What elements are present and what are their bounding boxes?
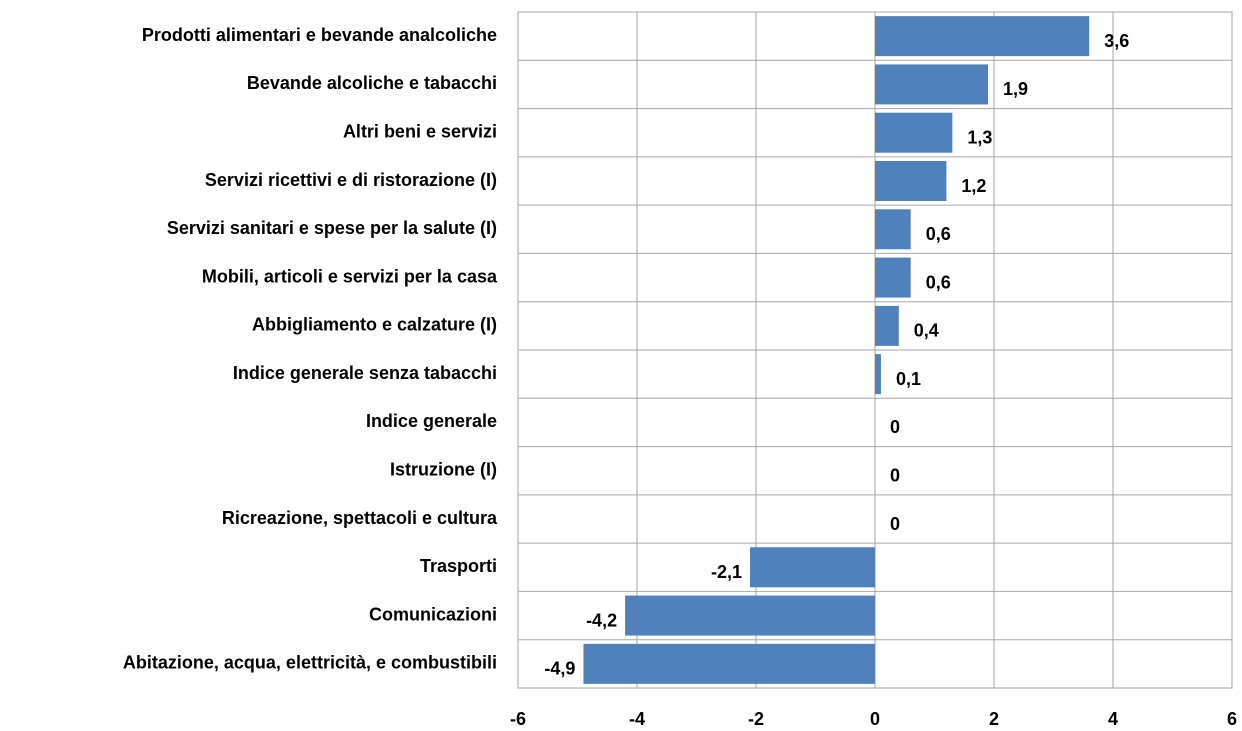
y-tick-label: Trasporti <box>420 556 497 576</box>
bar <box>875 305 899 346</box>
value-label: 0,6 <box>926 272 951 292</box>
bar <box>875 354 881 395</box>
x-tick-label: -2 <box>748 709 764 729</box>
y-tick-label: Altri beni e servizi <box>343 121 497 141</box>
bar <box>875 16 1090 57</box>
y-tick-label: Istruzione (I) <box>390 459 497 479</box>
value-label: -4,2 <box>586 610 617 630</box>
y-tick-label: Servizi sanitari e spese per la salute (… <box>167 218 497 238</box>
bar <box>625 595 875 636</box>
bar <box>875 257 911 298</box>
value-label: 0,1 <box>896 369 921 389</box>
value-label: 1,3 <box>967 127 992 147</box>
y-tick-label: Indice generale senza tabacchi <box>233 363 497 383</box>
y-tick-label: Prodotti alimentari e bevande analcolich… <box>142 25 497 45</box>
x-tick-label: 6 <box>1227 709 1237 729</box>
y-tick-label: Bevande alcoliche e tabacchi <box>247 73 497 93</box>
value-label: 3,6 <box>1104 31 1129 51</box>
bar <box>875 64 989 105</box>
bar <box>875 161 947 201</box>
bar <box>583 643 875 684</box>
y-tick-label: Mobili, articoli e servizi per la casa <box>202 266 498 286</box>
y-tick-label: Servizi ricettivi e di ristorazione (I) <box>205 170 497 190</box>
value-label: -2,1 <box>711 562 742 582</box>
y-tick-label: Indice generale <box>366 411 497 431</box>
value-label: 0,6 <box>926 224 951 244</box>
x-tick-label: 4 <box>1108 709 1118 729</box>
y-tick-label: Abitazione, acqua, elettricità, e combus… <box>123 653 497 673</box>
bar <box>875 209 911 250</box>
x-tick-label: 2 <box>989 709 999 729</box>
value-label: 0 <box>890 417 900 437</box>
value-label: 1,2 <box>961 176 986 196</box>
y-tick-label: Comunicazioni <box>369 604 497 624</box>
bar <box>875 112 953 153</box>
x-tick-label: -4 <box>629 709 645 729</box>
value-label: -4,9 <box>544 659 575 679</box>
y-tick-label: Abbigliamento e calzature (I) <box>252 315 497 335</box>
value-label: 0 <box>890 514 900 534</box>
value-label: 0 <box>890 465 900 485</box>
plot-border <box>517 11 1233 689</box>
x-tick-label: 0 <box>870 709 880 729</box>
y-tick-label: Ricreazione, spettacoli e cultura <box>222 508 498 528</box>
x-tick-label: -6 <box>510 709 526 729</box>
value-label: 0,4 <box>914 321 939 341</box>
bar <box>750 547 875 588</box>
value-label: 1,9 <box>1003 79 1028 99</box>
